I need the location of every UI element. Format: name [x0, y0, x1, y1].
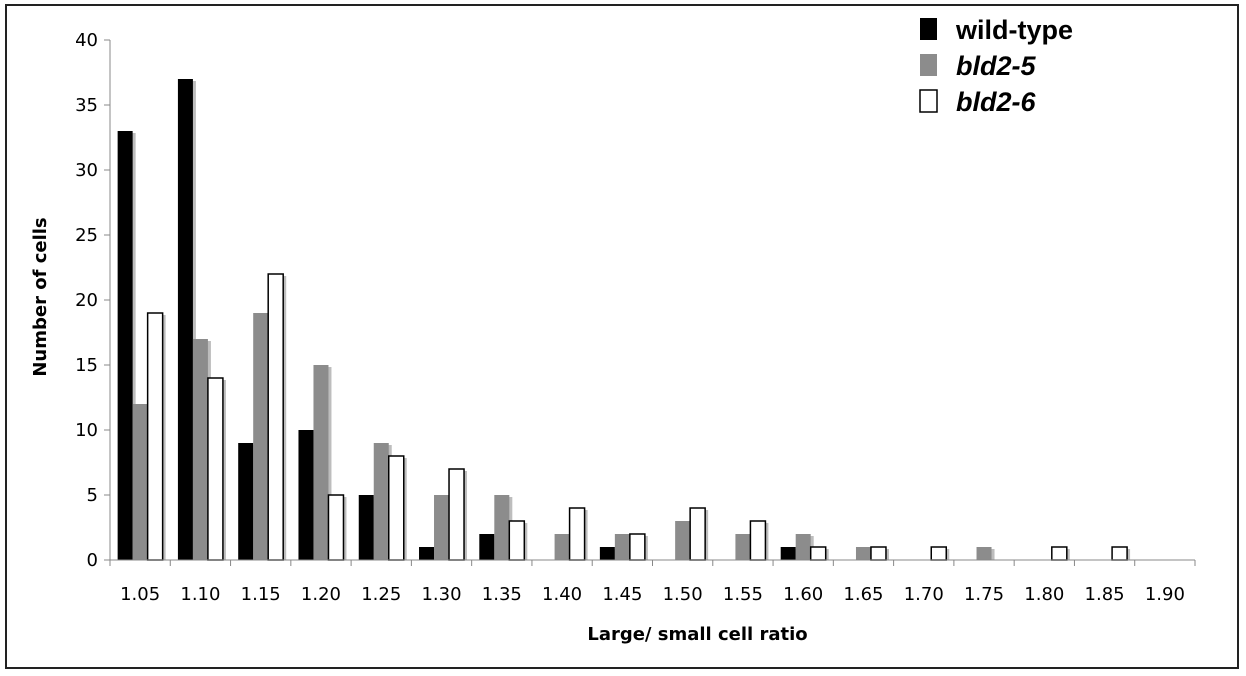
bar-bld2-5	[132, 404, 148, 560]
legend: wild-type bld2-5 bld2-6	[919, 15, 1073, 117]
bar-wild-type	[117, 131, 133, 560]
bar-wild-type	[358, 495, 374, 560]
bar-bld2-5	[735, 534, 751, 560]
bar-bld2-6	[448, 468, 465, 561]
x-tick-label: 1.60	[783, 584, 823, 605]
y-tick-labels: 0 5 10 15 20 25 30 35 40	[75, 30, 98, 571]
x-tick-label: 1.40	[542, 584, 582, 605]
y-tick-label: 25	[75, 225, 98, 246]
x-tick-label: 1.90	[1145, 584, 1185, 605]
bar-bld2-5	[373, 443, 389, 560]
bar-bld2-6	[930, 546, 947, 561]
bar-bld2-5	[313, 365, 329, 560]
bar-bld2-6	[1111, 546, 1128, 561]
bar-bld2-6	[207, 377, 224, 561]
bar-bld2-5	[675, 521, 691, 560]
y-tick-label: 15	[75, 355, 98, 376]
bar-bld2-5	[554, 534, 570, 560]
x-tick-labels: 1.05 1.10 1.15 1.20 1.25 1.30 1.35 1.40 1.45 1.50…	[120, 584, 1185, 605]
x-tick-label: 1.75	[964, 584, 1004, 605]
x-tick-label: 1.25	[361, 584, 401, 605]
bar-bld2-6	[629, 533, 646, 561]
bar-bld2-6	[568, 507, 586, 561]
legend-swatch-wild-type	[920, 18, 937, 40]
y-tick-label: 30	[75, 160, 98, 181]
legend-label: bld2-5	[956, 51, 1036, 81]
bar-bld2-5	[192, 339, 208, 560]
legend-swatch-bld2-5	[920, 54, 937, 76]
x-tick-label: 1.50	[663, 584, 703, 605]
x-tick-label: 1.85	[1085, 584, 1125, 605]
bar-bld2-6	[749, 520, 767, 561]
x-tick-label: 1.15	[241, 584, 281, 605]
x-tick-label: 1.45	[602, 584, 642, 605]
bar-bld2-5	[855, 547, 871, 560]
x-tick-label: 1.30	[421, 584, 461, 605]
y-tick-label: 10	[75, 420, 98, 441]
y-tick-label: 40	[75, 30, 98, 51]
legend-swatch-bld2-6	[919, 89, 938, 113]
x-tick-label: 1.55	[723, 584, 763, 605]
bar-bld2-6	[1051, 546, 1068, 561]
bar-bld2-5	[253, 313, 269, 560]
bar-wild-type	[419, 547, 435, 560]
bar-wild-type	[298, 430, 314, 560]
legend-label: bld2-6	[956, 87, 1036, 117]
bar-bld2-6	[146, 312, 164, 561]
x-tick-label: 1.65	[843, 584, 883, 605]
y-tick-label: 35	[75, 95, 98, 116]
bar-bld2-6	[327, 494, 345, 561]
axes-layer	[104, 39, 1196, 566]
bar-bld2-6	[689, 507, 706, 561]
x-tick-label: 1.10	[180, 584, 220, 605]
bar-wild-type	[780, 547, 796, 560]
x-axis-title: Large/ small cell ratio	[587, 624, 807, 645]
bar-bld2-5	[976, 547, 992, 560]
x-tick-label: 1.35	[482, 584, 522, 605]
x-tick-label: 1.05	[120, 584, 160, 605]
bar-bld2-6	[809, 546, 827, 561]
bar-wild-type	[599, 547, 615, 560]
x-tick-label: 1.80	[1024, 584, 1064, 605]
x-tick-label: 1.70	[904, 584, 944, 605]
bar-bld2-6	[870, 546, 887, 561]
bar-wild-type	[177, 79, 193, 560]
bar-bld2-5	[795, 534, 811, 560]
bar-bld2-5	[434, 495, 450, 560]
bar-bld2-6	[267, 273, 284, 561]
bar-bld2-5	[494, 495, 510, 560]
bar-bld2-6	[508, 520, 526, 561]
bars-layer	[117, 79, 1131, 561]
y-tick-label: 0	[87, 550, 98, 571]
bar-wild-type	[238, 443, 254, 560]
bar-bld2-6	[388, 455, 405, 561]
bar-bld2-5	[614, 534, 630, 560]
x-tick-label: 1.20	[301, 584, 341, 605]
y-tick-label: 5	[87, 485, 98, 506]
y-axis-title: Number of cells	[30, 217, 51, 376]
bar-wild-type	[479, 534, 495, 560]
legend-label: wild-type	[955, 15, 1073, 45]
y-tick-label: 20	[75, 290, 98, 311]
